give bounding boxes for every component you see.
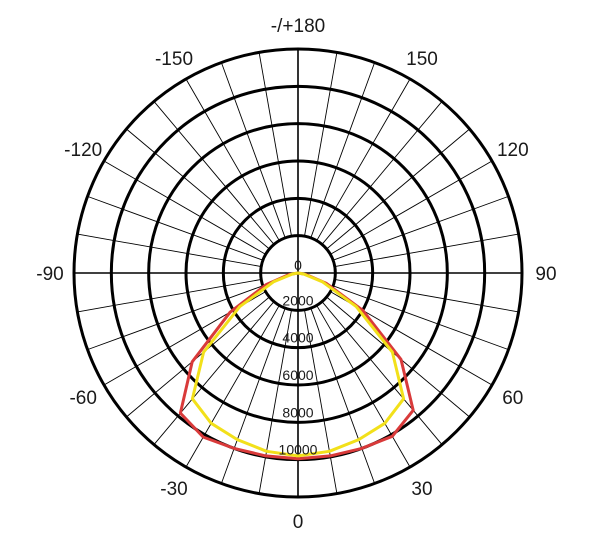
radial-tick-label: 4000 (282, 330, 313, 346)
radial-tick-label: 0 (294, 257, 302, 273)
grid-spoke (332, 285, 509, 351)
grid-spoke (126, 296, 270, 418)
grid-spoke (77, 233, 262, 267)
grid-spoke (153, 101, 275, 245)
radial-tick-label: 10000 (279, 442, 318, 458)
series-curve-1 (178, 271, 415, 461)
grid-ring (259, 234, 337, 312)
angle-tick-label: -60 (69, 388, 96, 409)
grid-spoke (185, 305, 280, 468)
grid-spoke (304, 52, 338, 237)
angle-tick-label: 120 (497, 140, 529, 161)
grid-spoke (321, 101, 443, 245)
angle-tick-label: 30 (411, 479, 432, 500)
grid-spoke (258, 52, 292, 237)
angle-tick-label: 0 (293, 512, 304, 533)
angle-tick-label: -90 (36, 264, 63, 285)
angle-tick-label: -/+180 (271, 16, 325, 37)
series-layer (178, 271, 415, 461)
grid-spoke (310, 307, 376, 484)
grid-ring (72, 47, 524, 499)
grid-spoke (258, 309, 292, 494)
grid-spoke (326, 128, 470, 250)
angle-tick-label: 60 (502, 388, 523, 409)
grid-spoke (220, 62, 286, 239)
grid-spoke (87, 285, 264, 351)
grid-spoke (334, 233, 519, 267)
grid-spoke (220, 307, 286, 484)
grid-spoke (310, 62, 376, 239)
grid-spoke (330, 160, 493, 255)
angle-tick-label: -30 (160, 479, 187, 500)
grid-spoke (332, 195, 509, 261)
radial-tick-label: 6000 (282, 367, 313, 383)
grid-spoke (126, 128, 270, 250)
grid-spoke (185, 78, 280, 241)
grid-ring (221, 196, 375, 350)
grid-spoke (316, 305, 411, 468)
grid-spoke (304, 309, 338, 494)
angle-tick-label: 150 (406, 49, 438, 70)
grid-spoke (153, 301, 275, 445)
angle-tick-label: -150 (155, 49, 193, 70)
angle-tick-label: -120 (64, 140, 102, 161)
grid-ring (184, 159, 412, 387)
grid-ring (147, 122, 449, 424)
grid-spoke (321, 301, 443, 445)
radial-tick-label: 2000 (282, 292, 313, 308)
grid-spoke (334, 279, 519, 313)
grid-spoke (77, 279, 262, 313)
angle-tick-label: 90 (535, 264, 556, 285)
grid-spoke (103, 160, 266, 255)
grid-spoke (87, 195, 264, 261)
series-curve-2 (190, 271, 406, 458)
label-layer: 0 2000 4000 6000 8000 10000 -/+180 150 120 90 60 30… (36, 16, 556, 533)
radial-tick-label: 8000 (282, 404, 313, 420)
grid-spoke (316, 78, 411, 241)
